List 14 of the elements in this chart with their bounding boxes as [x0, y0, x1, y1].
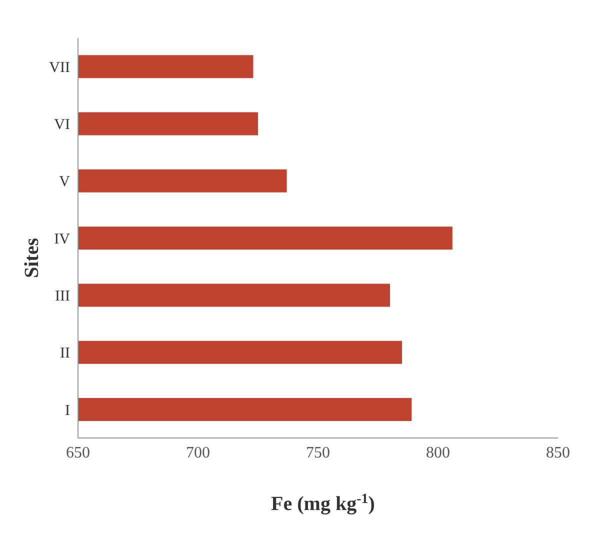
y-tick-label: VI [54, 117, 70, 134]
x-tick-label: 700 [186, 444, 210, 462]
x-axis-title: Fe (mg kg$^{-1}$) [271, 492, 375, 515]
y-tick-label: V [59, 174, 70, 190]
x-tick-label: 750 [306, 444, 330, 462]
x-tick-label: 650 [66, 444, 90, 462]
y-tick-label: II [60, 346, 70, 362]
y-tick-label: IV [54, 231, 70, 248]
y-tick-label: I [65, 402, 70, 419]
y-axis-title: Sites [21, 238, 43, 278]
x-tick-label: 850 [546, 444, 570, 462]
y-tick-label: VII [49, 60, 70, 76]
x-tick-label: 800 [426, 444, 450, 462]
y-tick-label: III [55, 288, 70, 304]
